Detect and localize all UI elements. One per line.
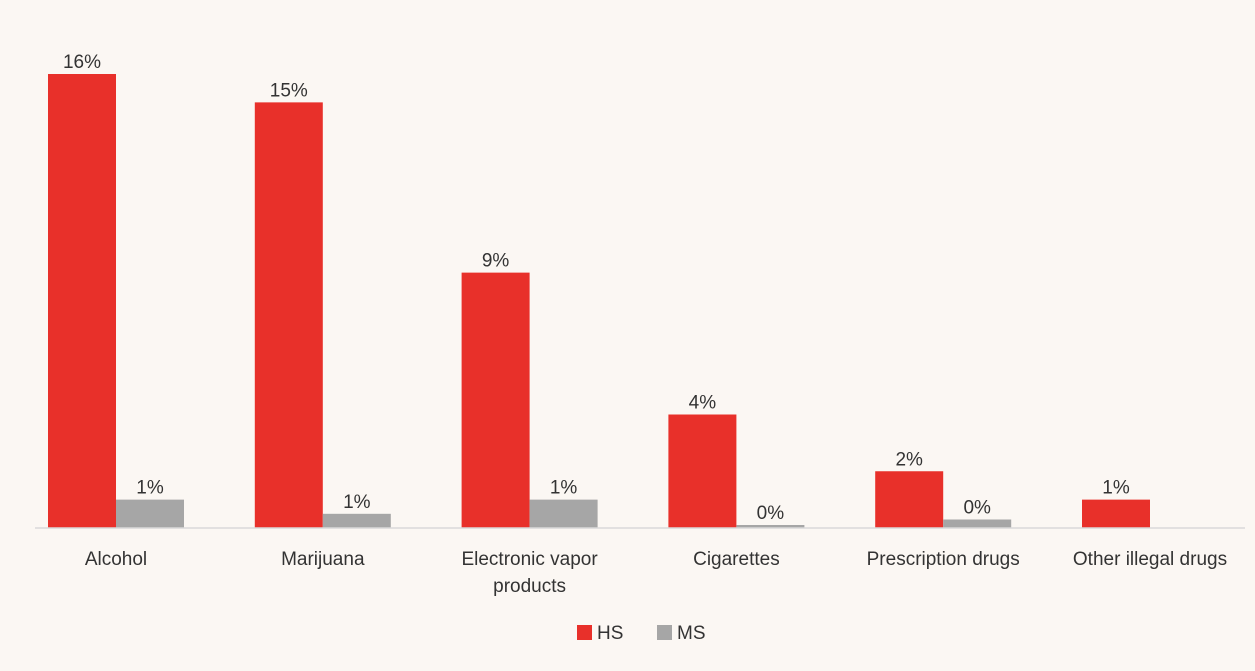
bar-hs-cigarettes (668, 414, 737, 528)
data-label-hs-electronic-vapor-products: 9% (482, 251, 510, 272)
bar-ms-electronic-vapor-products (529, 499, 598, 528)
category-label-electronic-vapor-products: Electronic vapor products (461, 549, 598, 597)
bar-hs-alcohol (48, 74, 116, 528)
bar-hs-prescription-drugs (875, 471, 944, 528)
category-label-marijuana: Marijuana (281, 549, 365, 570)
legend-swatch-hs (577, 625, 592, 640)
data-label-ms-alcohol: 1% (136, 478, 164, 499)
category-label-other-illegal-drugs: Other illegal drugs (1073, 549, 1227, 570)
legend-label-ms: MS (677, 623, 706, 644)
data-labels-group: 16% 1% 15% 1% 9% 1% 4% 0% 2% 0% 1% (63, 52, 1130, 524)
legend-label-hs: HS (597, 623, 623, 644)
legend-swatch-ms (657, 625, 672, 640)
category-label-prescription-drugs: Prescription drugs (867, 549, 1020, 570)
bar-ms-alcohol (116, 499, 184, 528)
bar-hs-other-illegal-drugs (1082, 499, 1150, 528)
data-label-ms-cigarettes: 0% (757, 503, 785, 524)
bar-ms-marijuana (322, 513, 391, 528)
data-label-ms-marijuana: 1% (343, 492, 371, 513)
bar-hs-electronic-vapor-products (461, 272, 530, 528)
data-label-hs-other-illegal-drugs: 1% (1102, 478, 1130, 499)
category-label-alcohol: Alcohol (85, 549, 147, 570)
data-label-ms-prescription-drugs: 0% (963, 497, 991, 518)
bar-hs-marijuana (254, 102, 323, 528)
category-labels-group: Alcohol Marijuana Electronic vapor products… (85, 549, 1227, 597)
data-label-ms-electronic-vapor-products: 1% (550, 478, 578, 499)
bar-ms-cigarettes (736, 525, 805, 528)
category-label-cigarettes: Cigarettes (693, 549, 780, 570)
data-label-hs-prescription-drugs: 2% (895, 449, 923, 470)
data-label-hs-cigarettes: 4% (689, 393, 717, 414)
legend: HS MS (577, 623, 706, 644)
data-label-hs-marijuana: 15% (270, 80, 308, 101)
data-label-hs-alcohol: 16% (63, 52, 101, 73)
bar-ms-prescription-drugs (943, 519, 1012, 528)
bars-group (48, 74, 1150, 528)
